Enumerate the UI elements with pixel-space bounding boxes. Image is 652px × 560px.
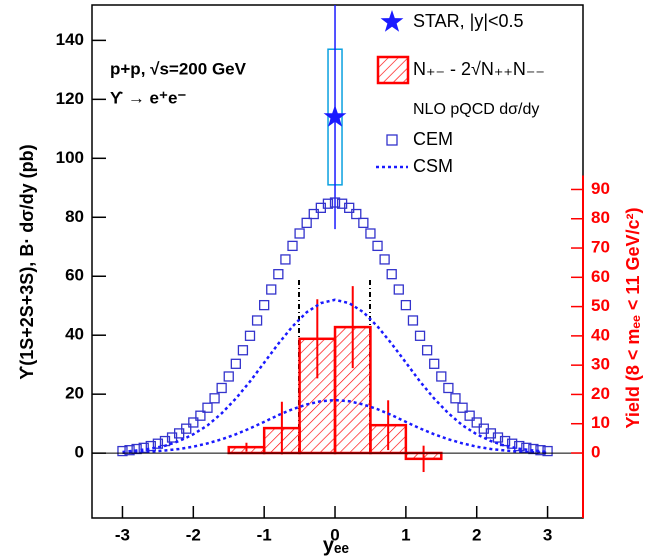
square-marker [181,423,192,434]
square-marker [294,228,305,239]
square-marker [358,217,369,229]
x-tick-label: -2 [186,525,201,544]
y-tick-label: 20 [65,384,84,403]
square-marker [195,410,206,421]
square-marker [499,435,511,447]
square-marker [379,254,390,265]
x-tick-label: 0 [330,525,339,544]
square-marker [386,269,397,280]
square-marker [365,228,376,239]
square-marker [429,358,440,369]
x-axis-label: yₑₑ [323,534,350,556]
square-marker [209,393,220,404]
square-marker [351,208,362,220]
x-tick-label: -1 [257,525,272,544]
y2-tick-label: 0 [591,442,600,461]
square-marker [492,432,504,443]
square-marker [308,208,319,220]
square-marker [152,438,164,449]
legend-marker [376,55,410,85]
x-tick-label: -3 [115,525,130,544]
square-marker [202,402,213,413]
y2-tick-label: 20 [591,384,610,403]
square-marker [393,284,404,295]
legend-label: STAR, |y|<0.5 [413,11,524,31]
square-marker [443,382,454,394]
square-marker [329,197,341,208]
legend-marker [380,10,404,32]
y2-tick-label: 90 [591,179,610,198]
annotation: ϒ → e⁺e⁻ [110,88,186,107]
legend-marker [386,134,398,146]
square-marker [216,382,227,394]
square-marker [400,299,412,311]
square-marker [188,417,199,428]
square-marker [421,345,433,356]
square-marker [436,371,447,382]
y-tick-label: 0 [75,443,84,462]
square-marker [117,445,128,457]
y2-tick-label: 60 [591,267,610,286]
x-tick-label: 2 [472,525,481,544]
square-marker [251,315,263,326]
y2-tick-label: 50 [591,296,610,315]
square-marker [280,254,291,265]
legend-label: CEM [413,129,453,149]
y-tick-label: 80 [65,207,84,226]
y2-tick-label: 70 [591,238,610,257]
square-marker [414,330,426,341]
x-tick-label: 1 [401,525,410,544]
square-marker [457,402,468,413]
y-tick-label: 120 [56,89,84,108]
square-marker [259,299,270,311]
y-tick-label: 100 [56,148,84,167]
y-tick-label: 40 [65,325,84,344]
star-marker [323,105,347,127]
square-marker [344,202,355,213]
square-marker [372,240,383,252]
square-marker [535,445,546,456]
y-tick-label: 60 [65,266,84,285]
square-marker [273,269,284,280]
square-marker [244,330,256,341]
square-marker [223,371,234,382]
square-marker [322,198,334,209]
legend-label: CSM [413,156,453,176]
legend-title: NLO pQCD dσ/dy [413,101,539,118]
y2-tick-label: 10 [591,413,610,432]
square-marker [407,315,419,326]
y-tick-label: 140 [56,30,84,49]
legend-label: N₊₋ - 2√N₊₊N₋₋ [413,59,545,79]
square-marker [471,417,482,428]
square-marker [301,217,312,229]
y-axis-label: ϒ(1S+2S+3S), B· dσ/dy (pb) [17,144,37,379]
y2-tick-label: 40 [591,325,610,344]
x-tick-label: 3 [543,525,552,544]
square-marker [145,440,156,452]
annotation: p+p, √s=200 GeV [110,59,247,78]
square-marker [450,393,461,404]
square-marker [230,358,241,369]
y2-tick-label: 30 [591,355,610,374]
square-marker [287,240,298,252]
square-marker [237,345,249,356]
square-marker [266,284,277,295]
y2-tick-label: 80 [591,208,610,227]
csm-curve [122,298,548,454]
square-marker [124,445,135,456]
y2-axis-label: Yield (8 < mₑₑ < 11 GeV/c²) [623,208,643,429]
square-marker [464,410,475,421]
square-marker [506,438,518,449]
